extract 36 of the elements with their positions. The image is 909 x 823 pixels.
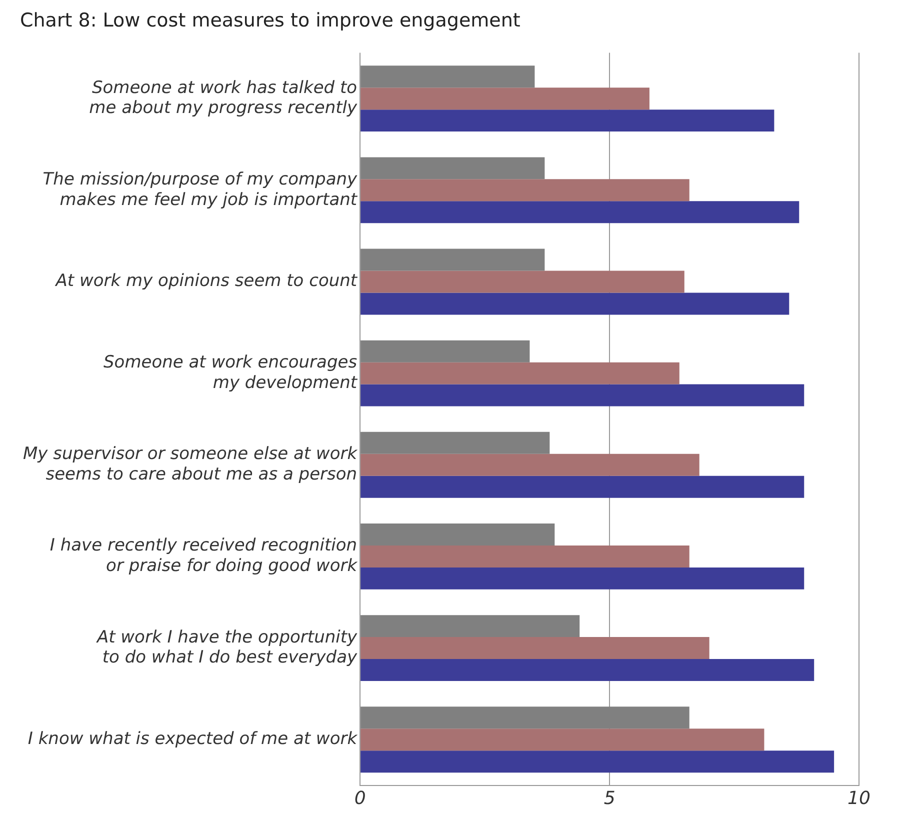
bar	[360, 362, 680, 384]
bar	[360, 750, 834, 773]
bar	[360, 567, 804, 590]
bar	[360, 179, 690, 202]
bar	[360, 476, 804, 498]
bar	[360, 615, 580, 638]
x-tick-label: 10	[848, 788, 870, 809]
x-tick-label: 5	[604, 788, 616, 809]
bar	[360, 637, 710, 660]
y-tick-label: The mission/purpose of my company makes me feel my job is important	[42, 169, 358, 210]
bar	[360, 157, 545, 180]
bar	[360, 523, 555, 546]
bar	[360, 340, 530, 362]
y-tick-label: Someone at work has talked to me about my progress recently	[89, 78, 358, 118]
bar	[360, 706, 690, 729]
x-tick-label: 0	[354, 788, 366, 809]
bar	[360, 270, 684, 293]
bar	[360, 248, 545, 271]
y-tick-label: At work my opinions seem to count	[54, 271, 358, 292]
bar	[360, 66, 535, 88]
y-tick-label: At work I have the opportunity to do what I do best everyday	[96, 627, 358, 668]
bar	[360, 292, 790, 315]
bar	[360, 545, 690, 568]
bar	[360, 728, 764, 751]
bar	[360, 201, 800, 224]
y-tick-label: Someone at work encourages my development	[104, 352, 358, 393]
chart-title: Chart 8: Low cost measures to improve engagement	[20, 9, 520, 32]
bar	[360, 454, 700, 476]
y-tick-label: I know what is expected of me at work	[28, 729, 358, 750]
bar	[360, 384, 804, 406]
y-tick-label: My supervisor or someone else at work seems to care about me as a person	[22, 444, 358, 485]
bar	[360, 432, 550, 454]
bar	[360, 659, 814, 682]
y-tick-label: I have recently received recognition or praise for doing good work	[50, 536, 358, 576]
bar	[360, 110, 774, 132]
bar	[360, 88, 650, 110]
